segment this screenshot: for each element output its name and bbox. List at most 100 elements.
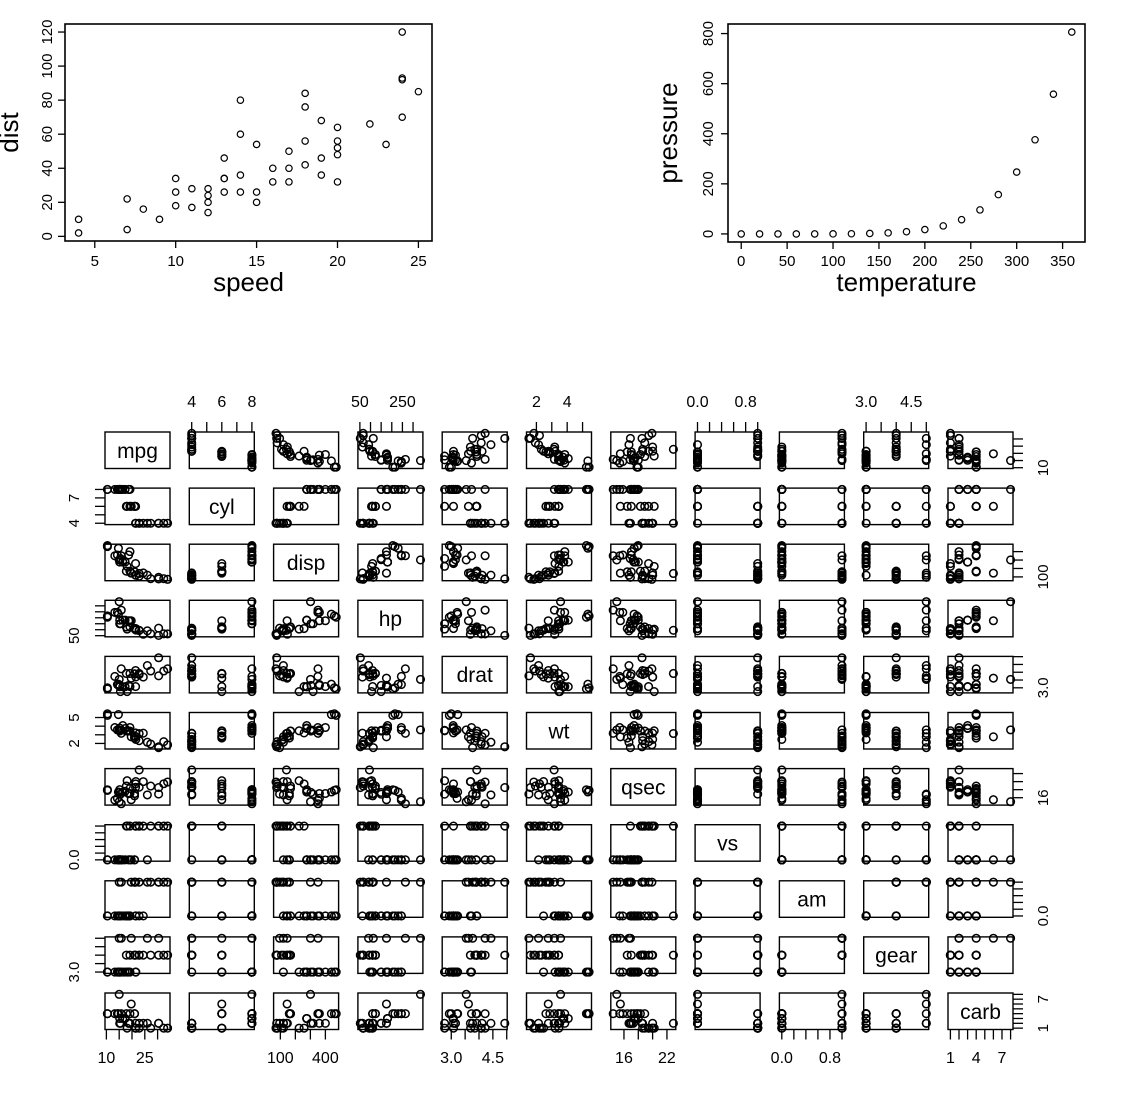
panel-points [187,709,257,753]
svg-text:350: 350 [1050,253,1075,270]
svg-text:2: 2 [66,739,83,747]
svg-text:0: 0 [39,232,56,240]
svg-text:4: 4 [972,1050,981,1067]
data-points [737,28,1076,238]
svg-text:0: 0 [700,230,717,238]
panel-points [777,765,847,809]
diagonal-variable-label: am [797,889,826,912]
data-points [74,28,423,237]
svg-text:10: 10 [1035,459,1052,476]
svg-text:3.0: 3.0 [1035,677,1052,698]
svg-text:16: 16 [615,1050,633,1067]
y-axis-label: dist [0,111,24,152]
panel-points [440,428,510,472]
svg-text:10: 10 [167,253,184,270]
panel-points [861,484,931,528]
panel-points [608,821,678,865]
panel-points [524,484,594,528]
panel-points [187,597,257,640]
panel-points [692,709,763,753]
panel-points [945,765,1016,809]
svg-text:300: 300 [1004,253,1029,270]
svg-text:1: 1 [946,1050,955,1067]
panel-points [187,989,257,1033]
panel-points [440,877,510,921]
svg-text:7: 7 [66,494,83,502]
panel-points [102,709,173,753]
panel-points [355,765,426,809]
panel-points [692,428,763,472]
panel-points [271,709,341,753]
panel-points [440,933,510,977]
cars-speed-dist-scatter: 5 10 15 20 25 0 20 40 60 80 100 120 speed dist [0,20,433,297]
diagonal-variable-label: mpg [117,440,158,463]
panel-points [524,933,594,977]
panel-points [692,933,763,977]
svg-text:4.5: 4.5 [482,1050,504,1067]
svg-text:120: 120 [39,20,56,45]
panel-points [861,653,931,697]
svg-text:5: 5 [66,713,83,721]
panel-points [608,653,678,697]
panel-points [102,933,173,977]
panel-points [945,428,1016,472]
panel-points [608,597,678,640]
x-axis-label: temperature [836,267,976,297]
panel-points [777,653,847,697]
panel-points [187,653,257,697]
panel-points [524,877,594,921]
svg-text:4: 4 [66,519,83,527]
svg-text:3.0: 3.0 [855,394,877,411]
svg-text:10: 10 [97,1050,115,1067]
panel-points [271,428,341,472]
panel-points [524,541,594,584]
panel-points [187,933,257,977]
svg-text:20: 20 [39,194,56,211]
panel-points [524,597,594,640]
panel-points [355,428,426,472]
panel-points [187,428,257,472]
svg-text:600: 600 [700,71,717,96]
svg-text:60: 60 [39,126,56,143]
panel-points [355,821,426,865]
panel-grid: mpg cyl disp hp drat wt qsec vs am gear carb [102,428,1016,1033]
svg-text:50: 50 [66,627,83,644]
diagonal-variable-label: wt [548,720,570,743]
svg-text:100: 100 [1035,564,1052,589]
panel-points [692,653,763,697]
plot-frame [727,23,1086,243]
y-axis: 0 200 400 600 800 [700,21,728,238]
panel-points [945,709,1016,753]
panel-points [271,933,341,977]
svg-text:3.0: 3.0 [66,962,83,983]
panel-points [355,989,426,1033]
panel-points [777,989,847,1033]
panel-points [945,484,1016,528]
panel-points [440,597,510,640]
panel-points [945,877,1016,921]
x-axis: 0 50 100 150 200 250 300 350 [737,242,1075,270]
svg-text:200: 200 [912,253,937,270]
diagonal-variable-label: hp [379,608,402,631]
svg-text:200: 200 [700,171,717,196]
panel-points [777,933,847,977]
panel-points [945,541,1016,584]
panel-points [945,821,1016,865]
panel-points [608,709,678,753]
panel-points [524,989,594,1033]
panel-points [777,484,847,528]
pressure-temperature-scatter: 0 50 100 150 200 250 300 350 0 200 400 600 800 temper… [653,21,1086,297]
panel-points [440,989,510,1033]
panel-points [945,597,1016,640]
panel-points [861,709,931,753]
diagonal-variable-label: drat [457,664,493,687]
panel-points [440,765,510,809]
panel-points [524,428,594,472]
panel-points [777,709,847,753]
svg-text:5: 5 [91,253,99,270]
panel-points [692,765,763,809]
panel-points [692,484,763,528]
svg-text:25: 25 [410,253,427,270]
